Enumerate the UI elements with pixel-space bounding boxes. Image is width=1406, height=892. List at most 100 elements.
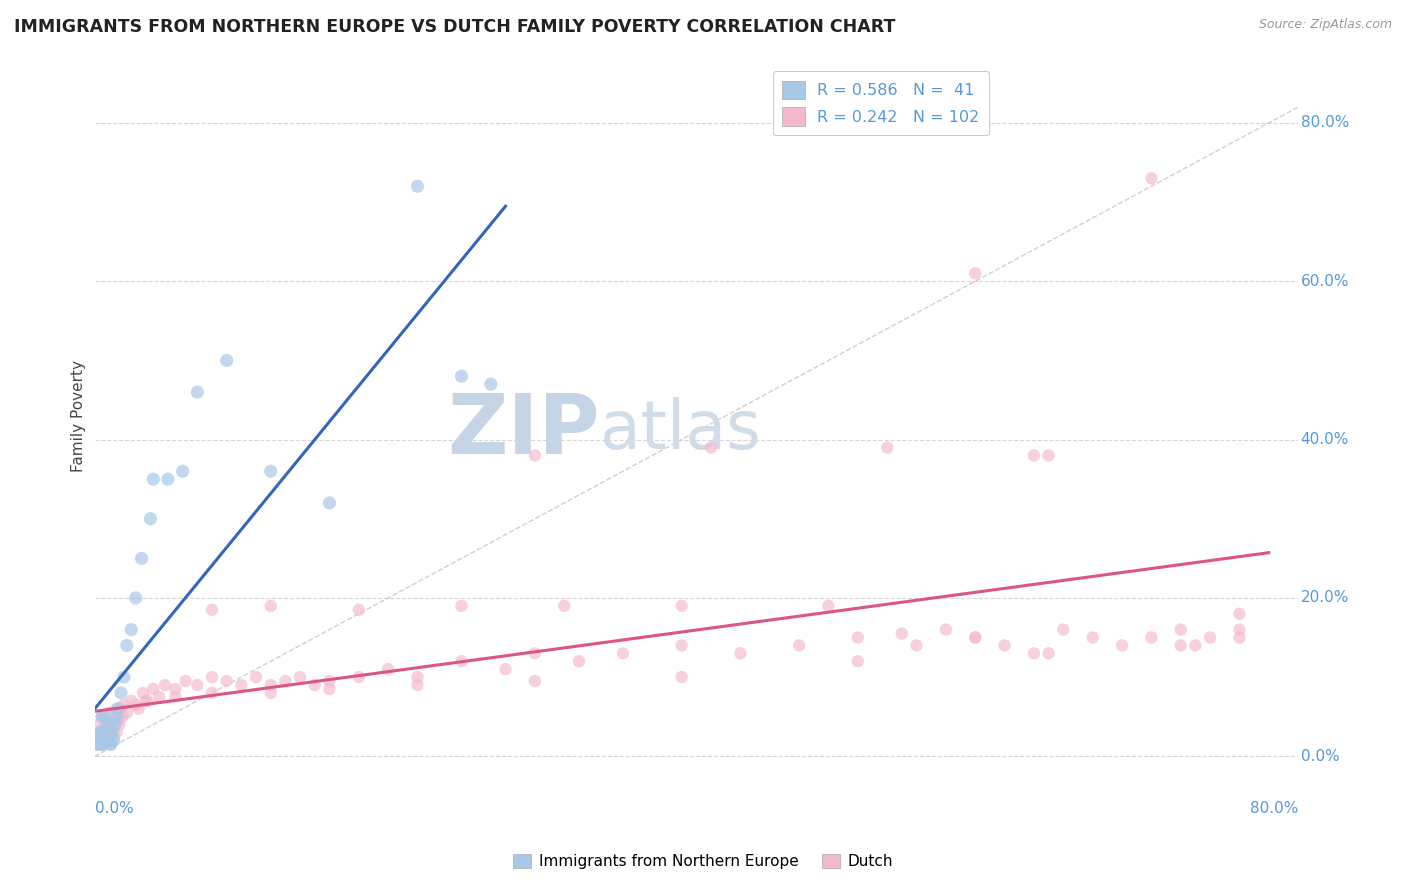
Point: [101, 725, 124, 739]
Point: [935, 623, 957, 637]
Point: [107, 714, 129, 728]
Point: [120, 694, 142, 708]
Point: [553, 599, 575, 613]
Point: [93, 722, 115, 736]
Point: [100, 738, 122, 752]
Point: [89, 730, 111, 744]
Point: [495, 662, 517, 676]
Point: [110, 702, 132, 716]
Point: [105, 709, 128, 723]
Text: atlas: atlas: [600, 397, 761, 463]
Point: [186, 385, 208, 400]
Point: [274, 674, 297, 689]
Point: [846, 654, 869, 668]
Point: [288, 670, 311, 684]
Point: [120, 623, 142, 637]
Point: [148, 690, 170, 704]
Point: [994, 639, 1017, 653]
Point: [84, 733, 107, 747]
Point: [260, 686, 283, 700]
Point: [94, 733, 117, 747]
Point: [905, 639, 928, 653]
Point: [450, 599, 472, 613]
Point: [1140, 631, 1163, 645]
Point: [103, 733, 125, 747]
Point: [201, 603, 224, 617]
Point: [1184, 639, 1206, 653]
Point: [87, 717, 110, 731]
Point: [93, 725, 115, 739]
Point: [104, 714, 127, 728]
Text: 60.0%: 60.0%: [1301, 274, 1348, 289]
Point: [94, 730, 117, 744]
Point: [787, 639, 810, 653]
Point: [111, 709, 134, 723]
Point: [406, 678, 429, 692]
Point: [87, 733, 110, 747]
Point: [890, 626, 912, 640]
Point: [817, 599, 839, 613]
Point: [671, 670, 693, 684]
Point: [1229, 631, 1251, 645]
Text: 80.0%: 80.0%: [1250, 801, 1298, 815]
Point: [406, 670, 429, 684]
Point: [1229, 607, 1251, 621]
Point: [94, 709, 117, 723]
Point: [347, 670, 370, 684]
Point: [96, 717, 118, 731]
Point: [479, 377, 502, 392]
Point: [128, 702, 150, 716]
Point: [124, 698, 146, 712]
Point: [318, 496, 340, 510]
Point: [671, 639, 693, 653]
Point: [87, 725, 110, 739]
Point: [1022, 646, 1045, 660]
Point: [245, 670, 267, 684]
Point: [1199, 631, 1222, 645]
Point: [135, 694, 157, 708]
Point: [406, 179, 429, 194]
Text: IMMIGRANTS FROM NORTHERN EUROPE VS DUTCH FAMILY POVERTY CORRELATION CHART: IMMIGRANTS FROM NORTHERN EUROPE VS DUTCH…: [14, 18, 896, 36]
Point: [90, 733, 112, 747]
Text: 0.0%: 0.0%: [1301, 748, 1340, 764]
Point: [1111, 639, 1133, 653]
Text: 0.0%: 0.0%: [94, 801, 134, 815]
Point: [89, 725, 111, 739]
Point: [93, 738, 115, 752]
Point: [965, 266, 987, 280]
Point: [142, 681, 165, 696]
Point: [201, 670, 224, 684]
Point: [450, 654, 472, 668]
Point: [568, 654, 591, 668]
Point: [730, 646, 752, 660]
Point: [124, 591, 146, 605]
Point: [86, 738, 108, 752]
Point: [107, 702, 129, 716]
Point: [186, 678, 208, 692]
Text: ZIP: ZIP: [447, 390, 600, 471]
Point: [132, 686, 155, 700]
Point: [110, 686, 132, 700]
Point: [1229, 623, 1251, 637]
Point: [89, 738, 111, 752]
Point: [100, 738, 122, 752]
Point: [90, 709, 112, 723]
Point: [612, 646, 634, 660]
Point: [103, 730, 125, 744]
Point: [347, 603, 370, 617]
Point: [377, 662, 399, 676]
Point: [1140, 171, 1163, 186]
Text: 40.0%: 40.0%: [1301, 432, 1348, 447]
Point: [112, 670, 135, 684]
Point: [142, 472, 165, 486]
Point: [90, 733, 112, 747]
Point: [139, 512, 162, 526]
Point: [1038, 449, 1060, 463]
Point: [96, 722, 118, 736]
Point: [112, 698, 135, 712]
Point: [98, 706, 121, 720]
Point: [96, 733, 118, 747]
Point: [165, 681, 187, 696]
Point: [101, 725, 124, 739]
Text: 20.0%: 20.0%: [1301, 591, 1348, 606]
